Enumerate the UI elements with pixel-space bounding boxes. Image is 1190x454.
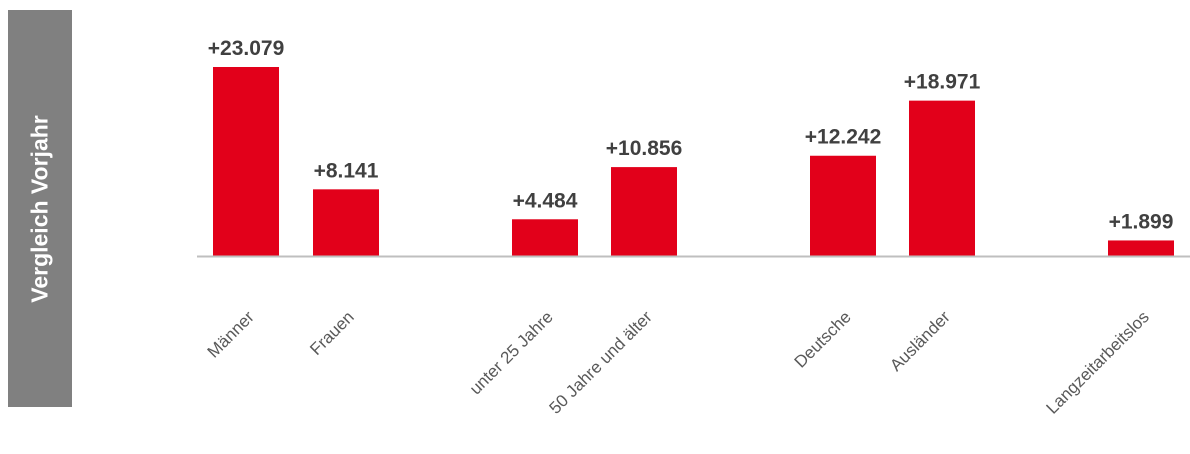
data-label-2: +4.484: [513, 189, 578, 212]
category-label-1: Frauen: [306, 307, 358, 359]
side-label-panel: Vergleich Vorjahr: [8, 10, 72, 407]
category-label-3: 50 Jahre und älter: [545, 307, 656, 418]
data-label-4: +12.242: [805, 126, 882, 149]
bar-2: [512, 219, 578, 256]
bar-3: [611, 167, 677, 256]
bar-4: [810, 155, 876, 256]
data-label-3: +10.856: [606, 137, 683, 160]
data-label-0: +23.079: [208, 37, 285, 60]
bar-6: [1108, 240, 1174, 256]
data-label-6: +1.899: [1109, 210, 1174, 233]
category-label-2: unter 25 Jahre: [466, 307, 557, 398]
category-label-0: Männer: [204, 307, 258, 361]
category-label-6: Langzeitarbeitslos: [1042, 307, 1152, 417]
bar-1: [313, 189, 379, 256]
bar-0: [213, 67, 279, 256]
category-label-5: Ausländer: [886, 307, 954, 375]
data-label-5: +18.971: [904, 71, 981, 94]
bar-5: [909, 100, 975, 256]
data-label-1: +8.141: [314, 159, 379, 182]
category-label-4: Deutsche: [791, 307, 855, 371]
